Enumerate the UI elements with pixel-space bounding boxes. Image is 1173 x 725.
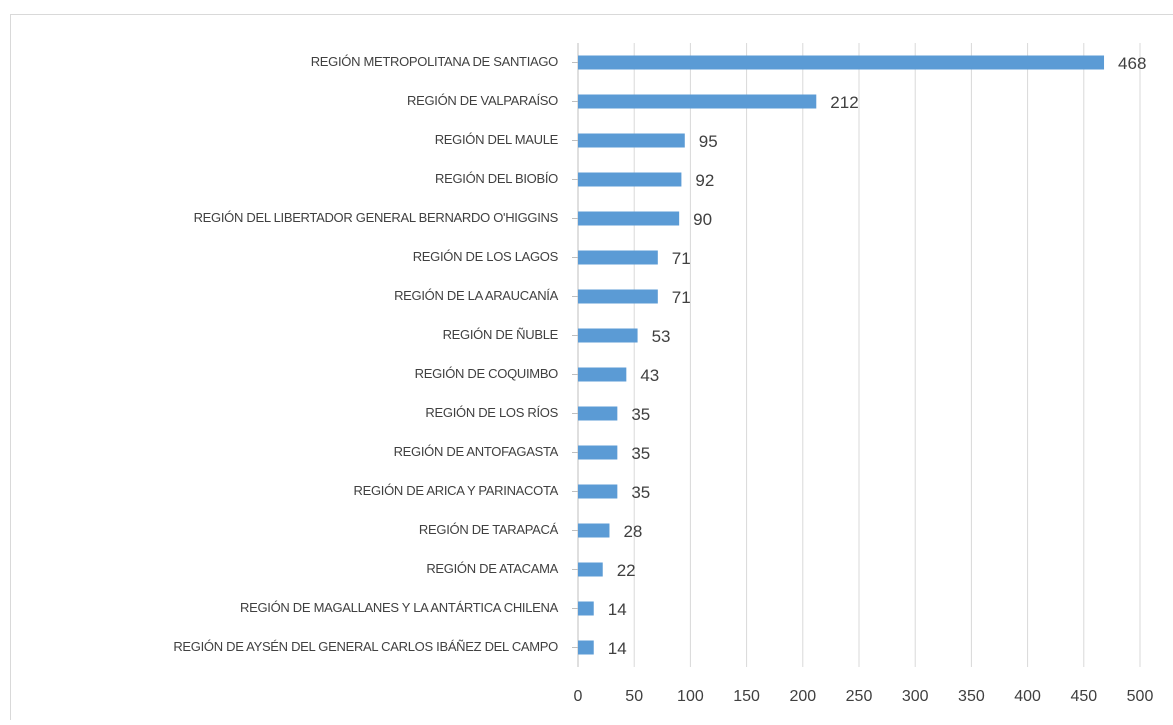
x-tick-label: 0 (574, 688, 583, 705)
y-tick-label: REGIÓN DE TARAPACÁ (419, 522, 559, 537)
value-label: 468 (1118, 54, 1146, 73)
value-label: 53 (652, 327, 671, 346)
bar (578, 173, 681, 187)
value-label: 43 (640, 366, 659, 385)
value-label: 71 (672, 288, 691, 307)
value-label: 14 (608, 600, 627, 619)
bar (578, 407, 617, 421)
y-tick-label: REGIÓN DE ARICA Y PARINACOTA (354, 483, 559, 498)
value-label: 35 (631, 444, 650, 463)
bar (578, 563, 603, 577)
value-label: 92 (695, 171, 714, 190)
value-label: 22 (617, 561, 636, 580)
y-tick-label: REGIÓN DEL LIBERTADOR GENERAL BERNARDO O… (194, 210, 559, 225)
bar (578, 56, 1104, 70)
bar (578, 641, 594, 655)
value-label: 35 (631, 405, 650, 424)
bar (578, 602, 594, 616)
value-label: 14 (608, 639, 627, 658)
bar (578, 95, 816, 109)
value-label: 95 (699, 132, 718, 151)
bar (578, 212, 679, 226)
y-tick-label: REGIÓN DE AYSÉN DEL GENERAL CARLOS IBÁÑE… (173, 639, 558, 654)
value-label: 212 (830, 93, 858, 112)
bar (578, 368, 626, 382)
x-tick-label: 200 (789, 688, 816, 705)
y-tick-label: REGIÓN DE ANTOFAGASTA (394, 444, 559, 459)
value-label: 90 (693, 210, 712, 229)
x-tick-label: 500 (1127, 688, 1154, 705)
y-tick-label: REGIÓN DE ATACAMA (426, 561, 558, 576)
y-tick-label: REGIÓN METROPOLITANA DE SANTIAGO (311, 54, 558, 69)
bar (578, 251, 658, 265)
y-tick-label: REGIÓN DE ÑUBLE (443, 327, 559, 342)
y-tick-label: REGIÓN DE LOS LAGOS (413, 249, 559, 264)
bar (578, 446, 617, 460)
value-label: 28 (623, 522, 642, 541)
y-tick-label: REGIÓN DE VALPARAÍSO (407, 93, 558, 108)
bar (578, 485, 617, 499)
x-tick-label: 50 (625, 688, 643, 705)
y-tick-label: REGIÓN DE LA ARAUCANÍA (394, 288, 559, 303)
y-tick-label: REGIÓN DE MAGALLANES Y LA ANTÁRTICA CHIL… (240, 600, 559, 615)
x-tick-label: 100 (677, 688, 704, 705)
x-tick-label: 300 (902, 688, 929, 705)
x-tick-label: 400 (1014, 688, 1041, 705)
y-tick-label: REGIÓN DE LOS RÍOS (425, 405, 558, 420)
y-tick-label: REGIÓN DE COQUIMBO (415, 366, 559, 381)
value-label: 35 (631, 483, 650, 502)
bar (578, 329, 638, 343)
x-tick-label: 450 (1070, 688, 1097, 705)
bar (578, 524, 609, 538)
y-tick-label: REGIÓN DEL MAULE (435, 132, 559, 147)
bar (578, 134, 685, 148)
value-label: 71 (672, 249, 691, 268)
x-tick-label: 250 (846, 688, 873, 705)
bar (578, 290, 658, 304)
x-tick-label: 150 (733, 688, 760, 705)
y-tick-label: REGIÓN DEL BIOBÍO (435, 171, 558, 186)
x-tick-label: 350 (958, 688, 985, 705)
